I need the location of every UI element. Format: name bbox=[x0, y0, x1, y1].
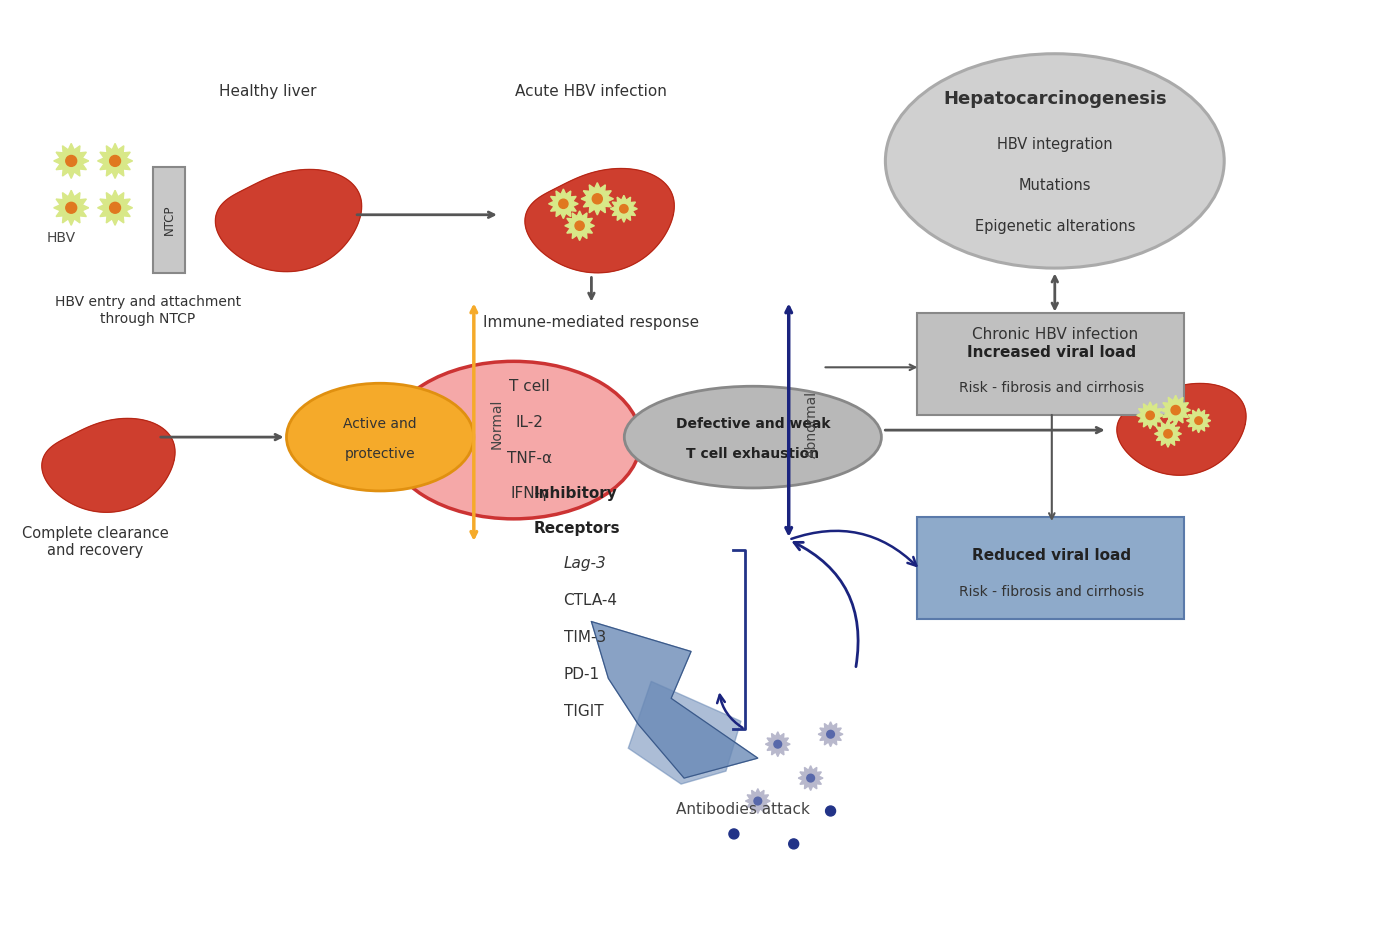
Polygon shape bbox=[54, 143, 89, 178]
Polygon shape bbox=[1161, 396, 1190, 425]
Polygon shape bbox=[98, 190, 132, 225]
Polygon shape bbox=[42, 418, 176, 512]
Ellipse shape bbox=[386, 362, 641, 519]
Circle shape bbox=[825, 806, 835, 816]
Text: IL-2: IL-2 bbox=[516, 414, 544, 430]
Polygon shape bbox=[799, 766, 822, 790]
Polygon shape bbox=[526, 169, 675, 273]
Circle shape bbox=[729, 829, 739, 839]
Circle shape bbox=[774, 740, 782, 748]
Circle shape bbox=[1195, 417, 1203, 425]
Polygon shape bbox=[549, 189, 579, 219]
Circle shape bbox=[1146, 411, 1154, 419]
Text: T cell: T cell bbox=[509, 379, 551, 394]
Text: Immune-mediated response: Immune-mediated response bbox=[484, 315, 700, 330]
Text: Risk - fibrosis and cirrhosis: Risk - fibrosis and cirrhosis bbox=[959, 382, 1144, 396]
Circle shape bbox=[789, 839, 799, 849]
Ellipse shape bbox=[885, 54, 1224, 268]
Text: Mutations: Mutations bbox=[1019, 178, 1092, 193]
Polygon shape bbox=[1154, 420, 1182, 447]
Polygon shape bbox=[581, 183, 613, 215]
Polygon shape bbox=[54, 190, 89, 225]
Polygon shape bbox=[216, 170, 361, 271]
Polygon shape bbox=[765, 732, 790, 756]
Polygon shape bbox=[1136, 402, 1164, 429]
Text: Reduced viral load: Reduced viral load bbox=[972, 548, 1132, 563]
FancyArrowPatch shape bbox=[792, 531, 916, 566]
Text: Active and: Active and bbox=[343, 417, 417, 431]
Polygon shape bbox=[818, 722, 843, 747]
Text: Defective and weak: Defective and weak bbox=[676, 417, 829, 431]
Text: Abnormal: Abnormal bbox=[804, 391, 818, 458]
Polygon shape bbox=[1117, 383, 1246, 475]
Text: Normal: Normal bbox=[489, 399, 503, 449]
Text: HBV entry and attachment
through NTCP: HBV entry and attachment through NTCP bbox=[54, 296, 241, 326]
Text: Increased viral load: Increased viral load bbox=[967, 345, 1136, 360]
Circle shape bbox=[110, 155, 120, 167]
Circle shape bbox=[559, 199, 567, 208]
Text: Inhibitory: Inhibitory bbox=[534, 486, 618, 501]
Text: IFN-γ: IFN-γ bbox=[510, 486, 549, 501]
Circle shape bbox=[66, 155, 77, 167]
Text: Chronic HBV infection: Chronic HBV infection bbox=[972, 327, 1138, 342]
Text: Complete clearance
and recovery: Complete clearance and recovery bbox=[22, 526, 169, 558]
Circle shape bbox=[620, 204, 629, 213]
Polygon shape bbox=[565, 211, 594, 240]
Circle shape bbox=[754, 797, 761, 804]
Text: Lag-3: Lag-3 bbox=[563, 556, 606, 571]
FancyBboxPatch shape bbox=[917, 517, 1185, 619]
Circle shape bbox=[1164, 430, 1172, 438]
Text: HBV: HBV bbox=[47, 231, 75, 245]
Text: Hepatocarcinogenesis: Hepatocarcinogenesis bbox=[942, 90, 1167, 108]
Polygon shape bbox=[591, 622, 758, 778]
Circle shape bbox=[592, 194, 602, 203]
Circle shape bbox=[1171, 405, 1181, 414]
Text: protective: protective bbox=[344, 447, 415, 461]
FancyBboxPatch shape bbox=[153, 167, 185, 272]
FancyArrowPatch shape bbox=[795, 543, 859, 667]
Text: Antibodies attack: Antibodies attack bbox=[676, 802, 810, 817]
Polygon shape bbox=[746, 788, 771, 813]
Text: NTCP: NTCP bbox=[162, 204, 176, 235]
Circle shape bbox=[807, 774, 814, 782]
FancyArrowPatch shape bbox=[717, 695, 743, 728]
Circle shape bbox=[66, 203, 77, 213]
Ellipse shape bbox=[625, 386, 881, 488]
FancyBboxPatch shape bbox=[917, 314, 1185, 415]
Text: Acute HBV infection: Acute HBV infection bbox=[516, 84, 668, 99]
Polygon shape bbox=[98, 143, 132, 178]
Circle shape bbox=[827, 730, 835, 739]
Text: Healthy liver: Healthy liver bbox=[219, 84, 316, 99]
Text: TIGIT: TIGIT bbox=[563, 704, 604, 719]
Circle shape bbox=[110, 203, 120, 213]
Polygon shape bbox=[1186, 409, 1211, 432]
Text: CTLA-4: CTLA-4 bbox=[563, 593, 618, 609]
Text: PD-1: PD-1 bbox=[563, 667, 599, 682]
Text: Epigenetic alterations: Epigenetic alterations bbox=[974, 219, 1135, 235]
Polygon shape bbox=[611, 195, 637, 222]
Polygon shape bbox=[629, 681, 740, 784]
Circle shape bbox=[574, 221, 584, 231]
Text: TNF-α: TNF-α bbox=[507, 450, 552, 465]
Text: T cell exhaustion: T cell exhaustion bbox=[686, 447, 820, 461]
Text: Risk - fibrosis and cirrhosis: Risk - fibrosis and cirrhosis bbox=[959, 585, 1144, 599]
Text: HBV integration: HBV integration bbox=[997, 138, 1112, 153]
Text: TIM-3: TIM-3 bbox=[563, 630, 606, 645]
Ellipse shape bbox=[287, 383, 474, 491]
Text: Receptors: Receptors bbox=[534, 521, 620, 536]
